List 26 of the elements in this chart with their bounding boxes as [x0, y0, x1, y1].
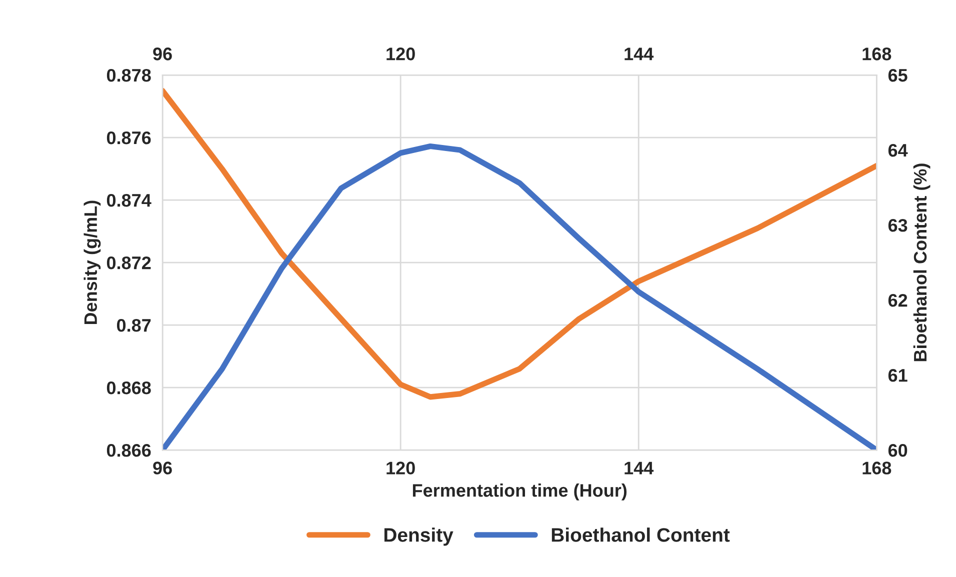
x-tick-label: 120 — [386, 462, 415, 474]
y2-tick-label: 62 — [888, 294, 908, 307]
y2-tick-label: 63 — [888, 218, 908, 232]
y-tick-label: 0.866 — [106, 444, 151, 457]
y2-tick-label: 61 — [888, 368, 908, 382]
y2-axis-title: Bioethanol Content (%) — [913, 164, 930, 362]
y-tick-label: 0.878 — [106, 68, 151, 82]
x-axis-title: Fermentation time (Hour) — [412, 484, 627, 500]
y-tick-label: 0.876 — [106, 131, 151, 144]
x2-tick-label: 144 — [624, 48, 654, 60]
x-tick-label: 168 — [862, 462, 892, 474]
y2-tick-label: 64 — [888, 144, 908, 157]
y2-tick-label: 65 — [888, 68, 908, 82]
x2-tick-label: 120 — [386, 48, 415, 60]
y-tick-label: 0.872 — [106, 256, 151, 270]
x2-tick-label: 168 — [862, 48, 892, 60]
y2-tick-label: 60 — [888, 444, 908, 457]
x-tick-label: 96 — [153, 462, 172, 474]
y-tick-label: 0.868 — [106, 381, 151, 394]
legend-label: Bioethanol Content — [552, 528, 730, 542]
legend-label: Density — [384, 528, 454, 546]
y-tick-label: 0.87 — [116, 318, 151, 332]
y-tick-label: 0.874 — [106, 194, 152, 207]
x-tick-label: 144 — [624, 462, 654, 474]
x2-tick-label: 96 — [153, 48, 172, 60]
y-axis-title: Density (g/mL) — [84, 200, 101, 324]
